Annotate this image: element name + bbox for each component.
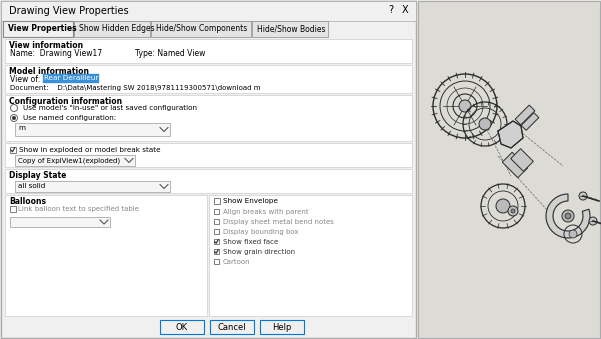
Text: Use model's "in-use" or last saved configuration: Use model's "in-use" or last saved confi… <box>23 105 197 111</box>
Bar <box>5 39 412 63</box>
Circle shape <box>569 230 577 238</box>
Text: View information: View information <box>9 41 83 50</box>
Bar <box>160 320 204 334</box>
Circle shape <box>565 213 571 219</box>
Polygon shape <box>511 149 533 171</box>
Text: Show Envelope: Show Envelope <box>223 198 278 204</box>
Circle shape <box>579 192 587 200</box>
Text: ?: ? <box>388 5 393 15</box>
Text: m: m <box>18 125 25 132</box>
Polygon shape <box>546 194 590 238</box>
Polygon shape <box>502 152 528 178</box>
Bar <box>209 195 412 316</box>
Bar <box>151 21 251 37</box>
Circle shape <box>10 115 17 121</box>
Circle shape <box>459 100 471 112</box>
Bar <box>214 229 219 234</box>
Text: Configuration information: Configuration information <box>9 97 122 106</box>
Text: Cancel: Cancel <box>218 322 246 332</box>
Bar <box>43 74 99 83</box>
Bar <box>418 1 600 338</box>
Text: Show fixed face: Show fixed face <box>223 239 278 245</box>
Text: Balloons: Balloons <box>9 197 46 206</box>
Text: Hide/Show Bodies: Hide/Show Bodies <box>257 24 326 33</box>
Bar <box>3 21 73 37</box>
Text: Model information: Model information <box>9 67 89 76</box>
Text: Document:    D:\Data\Mastering SW 2018\9781119300571\download m: Document: D:\Data\Mastering SW 2018\9781… <box>10 85 260 91</box>
Bar <box>5 195 207 316</box>
Circle shape <box>496 199 510 213</box>
Text: OK: OK <box>176 322 188 332</box>
Circle shape <box>10 104 17 112</box>
Bar <box>260 320 304 334</box>
Text: Copy of ExplView1(exploded): Copy of ExplView1(exploded) <box>18 158 120 164</box>
Bar <box>5 95 412 141</box>
Bar <box>10 217 110 227</box>
Bar <box>214 259 219 264</box>
Bar <box>214 219 219 224</box>
Text: Help: Help <box>272 322 291 332</box>
Bar <box>5 143 412 167</box>
Bar <box>5 65 412 93</box>
Text: Rear Derailleur: Rear Derailleur <box>44 75 99 81</box>
Text: Cartoon: Cartoon <box>223 259 251 265</box>
Circle shape <box>508 206 518 216</box>
Text: Show grain direction: Show grain direction <box>223 249 295 255</box>
Text: Name:  Drawing View17: Name: Drawing View17 <box>10 49 102 58</box>
Polygon shape <box>515 105 535 125</box>
Circle shape <box>562 210 574 222</box>
Text: Drawing View Properties: Drawing View Properties <box>9 6 129 16</box>
Text: Display sheet metal bend notes: Display sheet metal bend notes <box>223 219 334 225</box>
Bar <box>10 147 16 153</box>
Bar <box>1 1 416 21</box>
Bar <box>15 123 170 136</box>
Text: X: X <box>402 5 409 15</box>
Text: Link balloon text to specified table: Link balloon text to specified table <box>18 206 139 212</box>
Bar <box>210 320 254 334</box>
Bar <box>1 1 416 338</box>
Circle shape <box>479 118 491 130</box>
Text: Display bounding box: Display bounding box <box>223 229 299 235</box>
Bar <box>214 239 219 244</box>
Circle shape <box>511 209 515 213</box>
Text: Type: Named View: Type: Named View <box>135 49 206 58</box>
Text: all solid: all solid <box>18 183 45 190</box>
Text: Hide/Show Components: Hide/Show Components <box>156 24 247 33</box>
Bar <box>10 206 16 212</box>
Bar <box>214 249 219 254</box>
Polygon shape <box>521 113 539 130</box>
Bar <box>15 181 170 192</box>
Text: View of:: View of: <box>10 75 40 84</box>
Bar <box>5 169 412 193</box>
Circle shape <box>12 116 16 120</box>
Bar <box>252 21 328 37</box>
Text: View Properties: View Properties <box>8 24 76 33</box>
Text: Display State: Display State <box>9 171 66 180</box>
Bar <box>214 198 219 203</box>
Text: Show in exploded or model break state: Show in exploded or model break state <box>19 147 160 153</box>
Polygon shape <box>498 121 523 148</box>
Text: Use named configuration:: Use named configuration: <box>23 115 116 121</box>
Text: Show Hidden Edges: Show Hidden Edges <box>79 24 154 33</box>
Circle shape <box>589 217 597 225</box>
Bar <box>74 21 150 37</box>
Bar <box>15 155 135 166</box>
Text: Align breaks with parent: Align breaks with parent <box>223 209 309 215</box>
Bar <box>214 209 219 214</box>
